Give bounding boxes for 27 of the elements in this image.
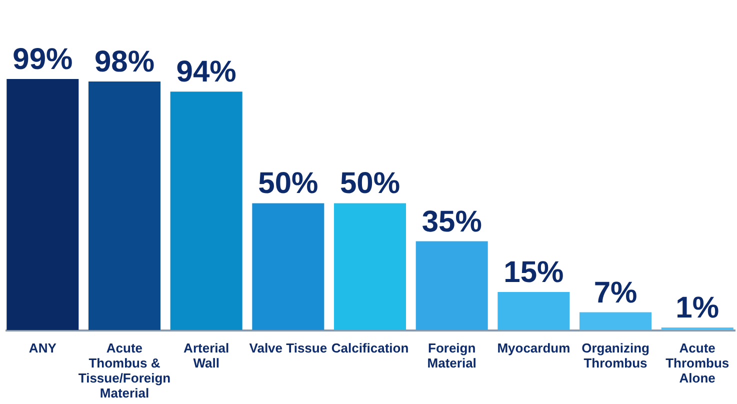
- bar: [334, 203, 406, 330]
- bar: [498, 292, 570, 330]
- bar: [416, 241, 488, 330]
- bar: [580, 312, 652, 330]
- data-label: 7%: [594, 276, 638, 310]
- bar: [252, 203, 324, 330]
- data-label: 50%: [340, 167, 400, 200]
- data-label: 99%: [12, 43, 73, 76]
- data-label: 50%: [258, 167, 318, 200]
- data-label: 35%: [422, 205, 482, 238]
- data-label: 1%: [676, 291, 720, 324]
- x-tick-label: Arterial Wall: [184, 340, 230, 370]
- data-label: 15%: [504, 256, 564, 289]
- x-tick-label: Foreign Material: [427, 340, 476, 370]
- data-label: 94%: [176, 56, 236, 89]
- bar: [661, 327, 734, 330]
- bar: [88, 82, 160, 330]
- x-tick-label: Myocardum: [497, 340, 570, 356]
- x-tick-label: Acute Thrombus Alone: [666, 340, 730, 386]
- x-tick-label: Organizing Thrombus: [582, 340, 650, 370]
- x-tick-label: ANY: [28, 340, 57, 356]
- x-tick-label: Acute Thombus & Tissue/Foreign Material: [78, 340, 171, 400]
- x-tick-label: Calcification: [331, 340, 409, 356]
- bar: [170, 92, 242, 330]
- data-label: 98%: [94, 46, 155, 79]
- bar: [6, 79, 79, 330]
- x-tick-label: Valve Tissue: [249, 340, 328, 356]
